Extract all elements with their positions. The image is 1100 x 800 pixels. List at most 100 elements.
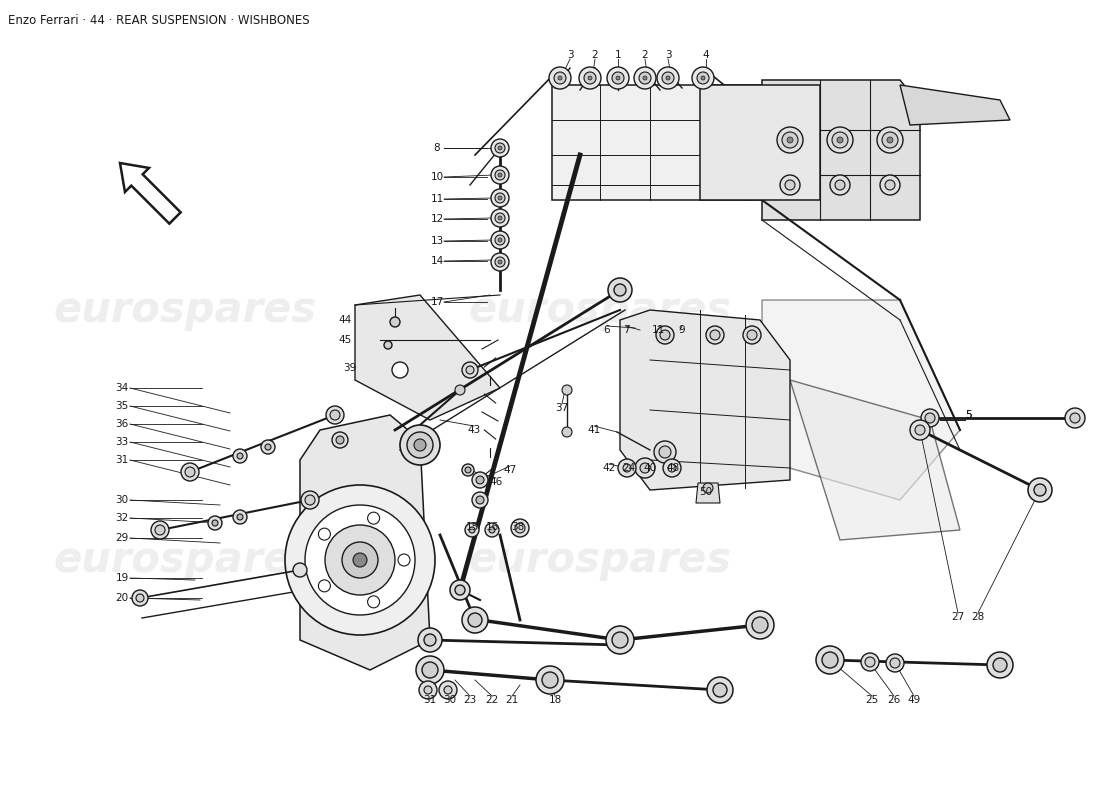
Circle shape — [660, 330, 670, 340]
Circle shape — [407, 432, 433, 458]
Circle shape — [476, 496, 484, 504]
Polygon shape — [700, 85, 820, 200]
Text: 39: 39 — [343, 363, 356, 373]
Circle shape — [418, 628, 442, 652]
Polygon shape — [300, 415, 430, 670]
Polygon shape — [790, 380, 960, 540]
Circle shape — [562, 427, 572, 437]
Text: 50: 50 — [700, 487, 713, 497]
Circle shape — [424, 634, 436, 646]
Circle shape — [414, 439, 426, 451]
Polygon shape — [900, 85, 1010, 125]
Circle shape — [644, 76, 647, 80]
Text: 49: 49 — [908, 695, 921, 705]
Circle shape — [668, 464, 676, 472]
Circle shape — [747, 330, 757, 340]
Circle shape — [623, 464, 631, 472]
Text: 7: 7 — [623, 325, 629, 335]
Text: 31: 31 — [424, 695, 437, 705]
Circle shape — [498, 146, 502, 150]
Circle shape — [612, 72, 624, 84]
Circle shape — [495, 193, 505, 203]
Circle shape — [491, 231, 509, 249]
Circle shape — [367, 596, 380, 608]
Text: 38: 38 — [512, 522, 525, 532]
Circle shape — [330, 410, 340, 420]
Circle shape — [469, 527, 475, 533]
Text: 16: 16 — [485, 522, 498, 532]
Circle shape — [151, 521, 169, 539]
Circle shape — [608, 278, 632, 302]
Circle shape — [318, 580, 330, 592]
Polygon shape — [696, 483, 720, 503]
Circle shape — [182, 463, 199, 481]
Text: 8: 8 — [433, 143, 440, 153]
Circle shape — [491, 166, 509, 184]
Circle shape — [324, 525, 395, 595]
Circle shape — [710, 330, 720, 340]
Circle shape — [353, 553, 367, 567]
Text: 9: 9 — [679, 325, 685, 335]
Circle shape — [752, 617, 768, 633]
Circle shape — [703, 483, 713, 493]
Circle shape — [837, 137, 843, 143]
Text: 46: 46 — [490, 477, 503, 487]
Circle shape — [132, 590, 148, 606]
Circle shape — [495, 170, 505, 180]
Text: 26: 26 — [888, 695, 901, 705]
Text: 13: 13 — [430, 236, 443, 246]
Text: eurospares: eurospares — [54, 289, 317, 331]
Circle shape — [662, 72, 674, 84]
Circle shape — [1034, 484, 1046, 496]
Circle shape — [634, 67, 656, 89]
Text: 40: 40 — [644, 463, 657, 473]
Circle shape — [136, 594, 144, 602]
Circle shape — [706, 326, 724, 344]
Text: 2: 2 — [641, 50, 648, 60]
Text: 27: 27 — [952, 612, 965, 622]
Circle shape — [490, 527, 495, 533]
Circle shape — [233, 449, 248, 463]
Circle shape — [326, 406, 344, 424]
Circle shape — [915, 425, 925, 435]
Text: 43: 43 — [468, 425, 481, 435]
Circle shape — [342, 542, 378, 578]
Circle shape — [558, 76, 562, 80]
Circle shape — [384, 341, 392, 349]
Circle shape — [419, 681, 437, 699]
Circle shape — [786, 137, 793, 143]
Circle shape — [491, 253, 509, 271]
Circle shape — [305, 505, 415, 615]
Circle shape — [742, 326, 761, 344]
Circle shape — [1070, 413, 1080, 423]
Text: 32: 32 — [116, 513, 129, 523]
Circle shape — [639, 72, 651, 84]
Circle shape — [835, 180, 845, 190]
Text: 36: 36 — [116, 419, 129, 429]
Circle shape — [1065, 408, 1085, 428]
Text: 33: 33 — [116, 437, 129, 447]
Circle shape — [921, 409, 939, 427]
Text: 23: 23 — [463, 695, 476, 705]
Circle shape — [491, 209, 509, 227]
Circle shape — [462, 607, 488, 633]
Circle shape — [616, 76, 620, 80]
Circle shape — [640, 463, 650, 473]
Circle shape — [305, 495, 315, 505]
Text: 12: 12 — [430, 214, 443, 224]
Circle shape — [472, 492, 488, 508]
Circle shape — [554, 72, 566, 84]
Circle shape — [910, 420, 930, 440]
Circle shape — [495, 235, 505, 245]
Text: 47: 47 — [504, 465, 517, 475]
Circle shape — [392, 362, 408, 378]
Text: 17: 17 — [430, 297, 443, 307]
Circle shape — [398, 554, 410, 566]
Circle shape — [400, 425, 440, 465]
Text: 30: 30 — [443, 695, 456, 705]
Text: 41: 41 — [587, 425, 601, 435]
Circle shape — [468, 613, 482, 627]
Circle shape — [444, 686, 452, 694]
Text: 1: 1 — [615, 50, 622, 60]
Circle shape — [495, 213, 505, 223]
